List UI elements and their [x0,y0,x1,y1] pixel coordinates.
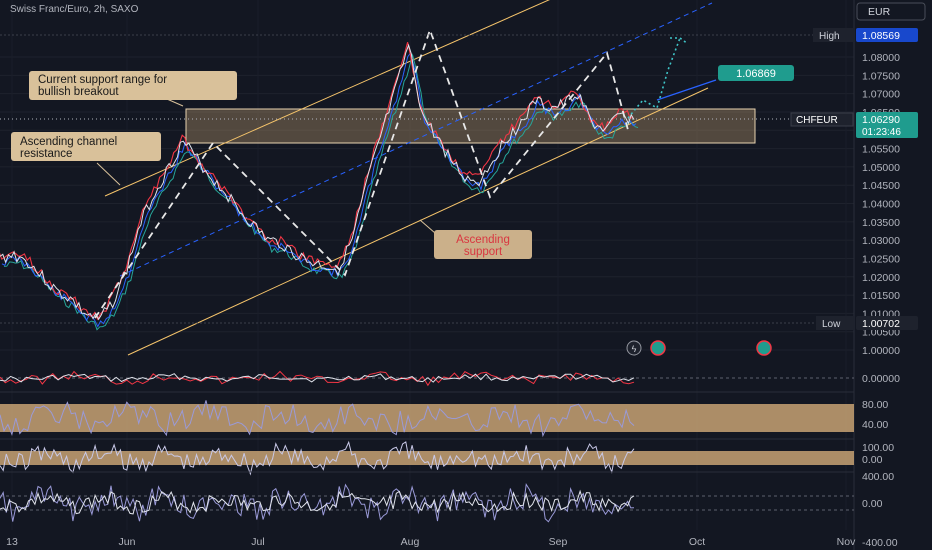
moving-average-red [0,42,634,321]
ascending-support-callout-pointer [419,219,436,234]
price-axis-ticks: 1.080001.075001.070001.065001.060001.055… [862,52,900,357]
dividend-icon[interactable] [650,340,666,356]
currency-label: EUR [868,6,891,18]
channel-median-line [119,2,713,277]
osc2-tick-lower: 40.00 [862,419,888,431]
price-tick-label: 1.05000 [862,162,900,174]
osc1-tick: 0.00000 [862,373,900,385]
osc3-band [0,451,854,465]
last-price-tag [856,112,918,138]
projection-path [627,37,681,119]
time-tick-label: Jul [251,536,264,548]
osc3-line [0,440,635,476]
time-tick-label: 13 [6,536,18,548]
price-tick-label: 1.08000 [862,52,900,64]
oscillator-pane-4: 400.00 0.00 -400.00 [0,471,898,549]
channel-resistance-callout-box [11,132,161,161]
osc4-line [0,482,635,523]
price-tick-label: 1.07000 [862,89,900,101]
osc1-main-line [0,373,635,383]
osc4-tick-upper: 400.00 [862,471,894,483]
high-value-tag [856,28,918,42]
target-price-box [718,65,794,81]
osc4-tick-zero: 0.00 [862,498,883,510]
price-tick-label: 1.04500 [862,180,900,192]
osc4-signal-line [0,489,635,515]
time-tick-label: Oct [689,536,705,548]
ascending-support-callout-line-2: support [464,246,503,258]
price-tick-label: 1.02000 [862,272,900,284]
price-tick-label: 1.07500 [862,70,900,82]
price-tick-label: 1.02500 [862,253,900,265]
channel-support-line [127,87,709,356]
low-value-tag [856,316,918,330]
price-tick-label: 1.04000 [862,199,900,211]
target-price-label: 1.06869 [736,68,776,80]
support-range-callout-line-2: bullish breakout [38,86,119,98]
price-tick-label: 1.00000 [862,345,900,357]
projection-arrowhead [670,37,689,45]
moving-average-teal [3,53,639,331]
time-tick-label: Nov [837,536,856,548]
oscillator-pane-3: 100.00 0.00 [0,440,894,476]
oscillator-pane-1: 0.00000 [0,370,900,387]
moving-average-blue [1,51,637,328]
low-tag-label: Low [822,319,841,330]
channel-resistance-callout-line-1: Ascending channel [20,136,117,148]
high-tag-label: High [819,31,840,42]
support-range-callout-box [29,71,237,100]
osc2-tick-upper: 80.00 [862,399,888,411]
support-zone-box [185,108,756,144]
time-tick-label: Jun [119,536,136,548]
high-tag [813,28,854,42]
channel-resistance-callout-line-2: resistance [20,148,72,160]
channel-resistance-line [104,0,550,197]
high-value: 1.08569 [862,30,900,42]
osc4-tick-lower: -400.00 [862,537,898,549]
price-tick-label: 1.01500 [862,290,900,302]
dividend-icon[interactable] [756,340,772,356]
time-tick-label: Aug [401,536,420,548]
time-tick-label: Sep [549,536,568,548]
last-price: 1.06290 [862,114,900,126]
oscillator-pane-2: 80.00 40.00 [0,399,888,438]
resistance-callout-pointer [96,162,121,186]
symbol-title: Swiss Franc/Euro, 2h, SAXO [10,4,139,15]
price-series-group [0,42,639,331]
last-symbol: CHFEUR [796,115,838,126]
low-tag [816,316,854,330]
price-tick-label: 1.03500 [862,217,900,229]
osc2-line [0,400,635,438]
osc3-tick-lower: 0.00 [862,454,883,466]
zigzag-pattern [94,27,629,319]
lightning-glyph: ϟ [632,344,637,354]
target-pointer-line [656,79,717,101]
lightning-icon[interactable] [626,340,642,356]
ascending-support-callout-box [434,230,532,259]
time-axis-ticks: 13 Jun Jul Aug Sep Oct Nov [6,536,856,548]
price-line [0,43,635,321]
osc3-tick-upper: 100.00 [862,442,894,454]
price-tick-label: 1.03000 [862,235,900,247]
price-tick-label: 1.05500 [862,144,900,156]
support-range-callout-line-1: Current support range for [38,74,167,86]
last-symbol-tag [790,112,854,127]
ascending-support-callout-line-1: Ascending [456,234,510,246]
low-value: 1.00702 [862,318,900,330]
currency-selector[interactable] [856,2,926,21]
bar-countdown: 01:23:46 [862,127,901,138]
